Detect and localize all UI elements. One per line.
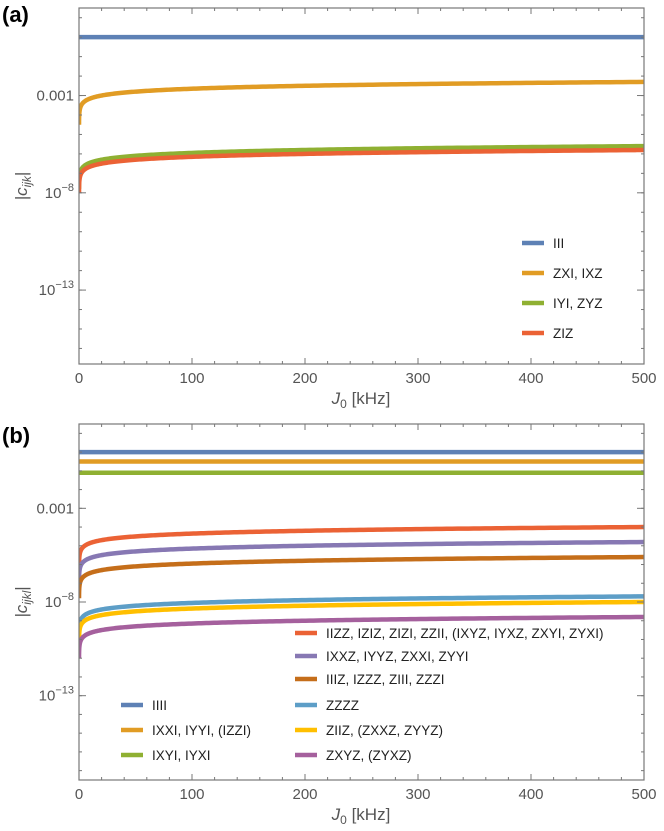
panel-b-legend-label-ziiz-zxxz-zyyz: ZIIZ, (ZXXZ, ZYYZ) (326, 723, 443, 738)
panel-a-series-group (79, 34, 644, 196)
panel-b-x-tick-label: 0 (75, 786, 83, 803)
panel-b-legend-label-ixxi-iyyi-izzi: IXXI, IYYI, (IZZI) (152, 723, 251, 738)
panel-a-legend-label-iyi-zyz: IYI, ZYZ (553, 296, 603, 311)
panel-a-x-tick-label: 200 (292, 370, 317, 387)
panel-b-y-tick-label: 10−8 (45, 591, 74, 611)
panel-a-y-tick-label: 10−8 (45, 182, 74, 202)
panel-b-legend-label-iiiz-izzz-ziii-zzzi: IIIZ, IZZZ, ZIII, ZZZI (326, 672, 444, 687)
panel-b-legend-label-iiii: IIII (152, 698, 167, 713)
panel-b-legend-label-ixyi-iyxi: IXYI, IYXI (152, 748, 211, 763)
panel-b-x-tick-label: 300 (405, 786, 430, 803)
panel-a-series-iyi-zyz (79, 143, 644, 192)
panel-b-series-ixxz-iyyz-zxxi-zyyi (79, 539, 644, 586)
panel-a-x-tick-label: 100 (179, 370, 204, 387)
panel-a: (a) 0 100 200 300 400 500 0.001 10−8 10−13 J0 [k… (2, 2, 657, 411)
panel-a-series-ziz (79, 147, 644, 196)
panel-b-x-axis-title: J0 [kHz] (331, 805, 391, 827)
panel-b-ticks: 0 100 200 300 400 500 0.001 10−8 10−13 (36, 424, 657, 803)
panel-b-legend-label-iizz-iziz-zizi-zzii-ixyz-iyxz-zxyi-zyxi: IIZZ, IZIZ, ZIZI, ZZII, (IXYZ, IYXZ, ZXY… (326, 626, 604, 641)
panel-a-ticks: 0 100 200 300 400 500 0.001 10−8 10−13 (36, 8, 657, 387)
panel-b-legend-label-zzzz: ZZZZ (326, 698, 359, 713)
panel-a-plot-frame (78, 7, 645, 365)
panel-a-x-tick-label: 400 (518, 370, 543, 387)
panel-a-series-zxi-ixz (79, 79, 644, 127)
panel-b-x-tick-label: 500 (631, 786, 656, 803)
panel-b-y-tick-label: 10−13 (39, 685, 74, 705)
panel-b-label: (b) (2, 423, 30, 448)
panel-b-series-zxyz-zyxz (79, 614, 644, 661)
panel-a-legend-label-ziz: ZIZ (553, 326, 573, 341)
panel-a-x-axis-title: J0 [kHz] (331, 389, 391, 411)
panel-b-series-ziiz-zxxz-zyyz (79, 599, 644, 646)
panel-a-y-tick-label: 10−13 (39, 279, 74, 299)
panel-a-legend: III ZXI, IXZ IYI, ZYZ ZIZ (522, 236, 603, 341)
panel-b-x-tick-label: 100 (179, 786, 204, 803)
panel-b-series-iiiz-izzz-ziii-zzzi (79, 554, 644, 601)
panel-a-legend-label-zxi-ixz: ZXI, IXZ (553, 266, 603, 281)
panel-b: (b) 0 100 200 300 400 500 0.001 10−8 10−13 J0 [k… (2, 423, 657, 827)
panel-b-series-iizz-iziz-zizi-zzii-ixyz-iyxz-zxyi-zyxi (79, 524, 644, 571)
panel-a-x-tick-label: 500 (631, 370, 656, 387)
panel-a-x-tick-label: 0 (75, 370, 83, 387)
panel-b-x-tick-label: 200 (292, 786, 317, 803)
panel-b-legend-label-zxyz-zyxz: ZXYZ, (ZYXZ) (326, 748, 412, 763)
panel-b-y-tick-label: 0.001 (36, 500, 74, 517)
panel-a-y-axis-title: |cijk| (12, 172, 34, 201)
panel-b-legend: IIII IXXI, IYYI, (IZZI) IXYI, IYXI IIZZ, IZ… (121, 626, 604, 763)
panel-a-x-tick-label: 300 (405, 370, 430, 387)
panel-b-legend-label-ixxz-iyyz-zxxi-zyyi: IXXZ, IYYZ, ZXXI, ZYYI (326, 649, 469, 664)
panel-b-y-axis-title: |cijkl| (12, 586, 34, 617)
panel-b-x-tick-label: 400 (518, 786, 543, 803)
panel-b-series-zzzz (79, 594, 644, 640)
panel-a-legend-label-iii: III (553, 236, 564, 251)
panel-a-label: (a) (2, 2, 29, 27)
panel-b-series-group (79, 449, 644, 661)
panel-a-y-tick-label: 0.001 (36, 88, 74, 105)
